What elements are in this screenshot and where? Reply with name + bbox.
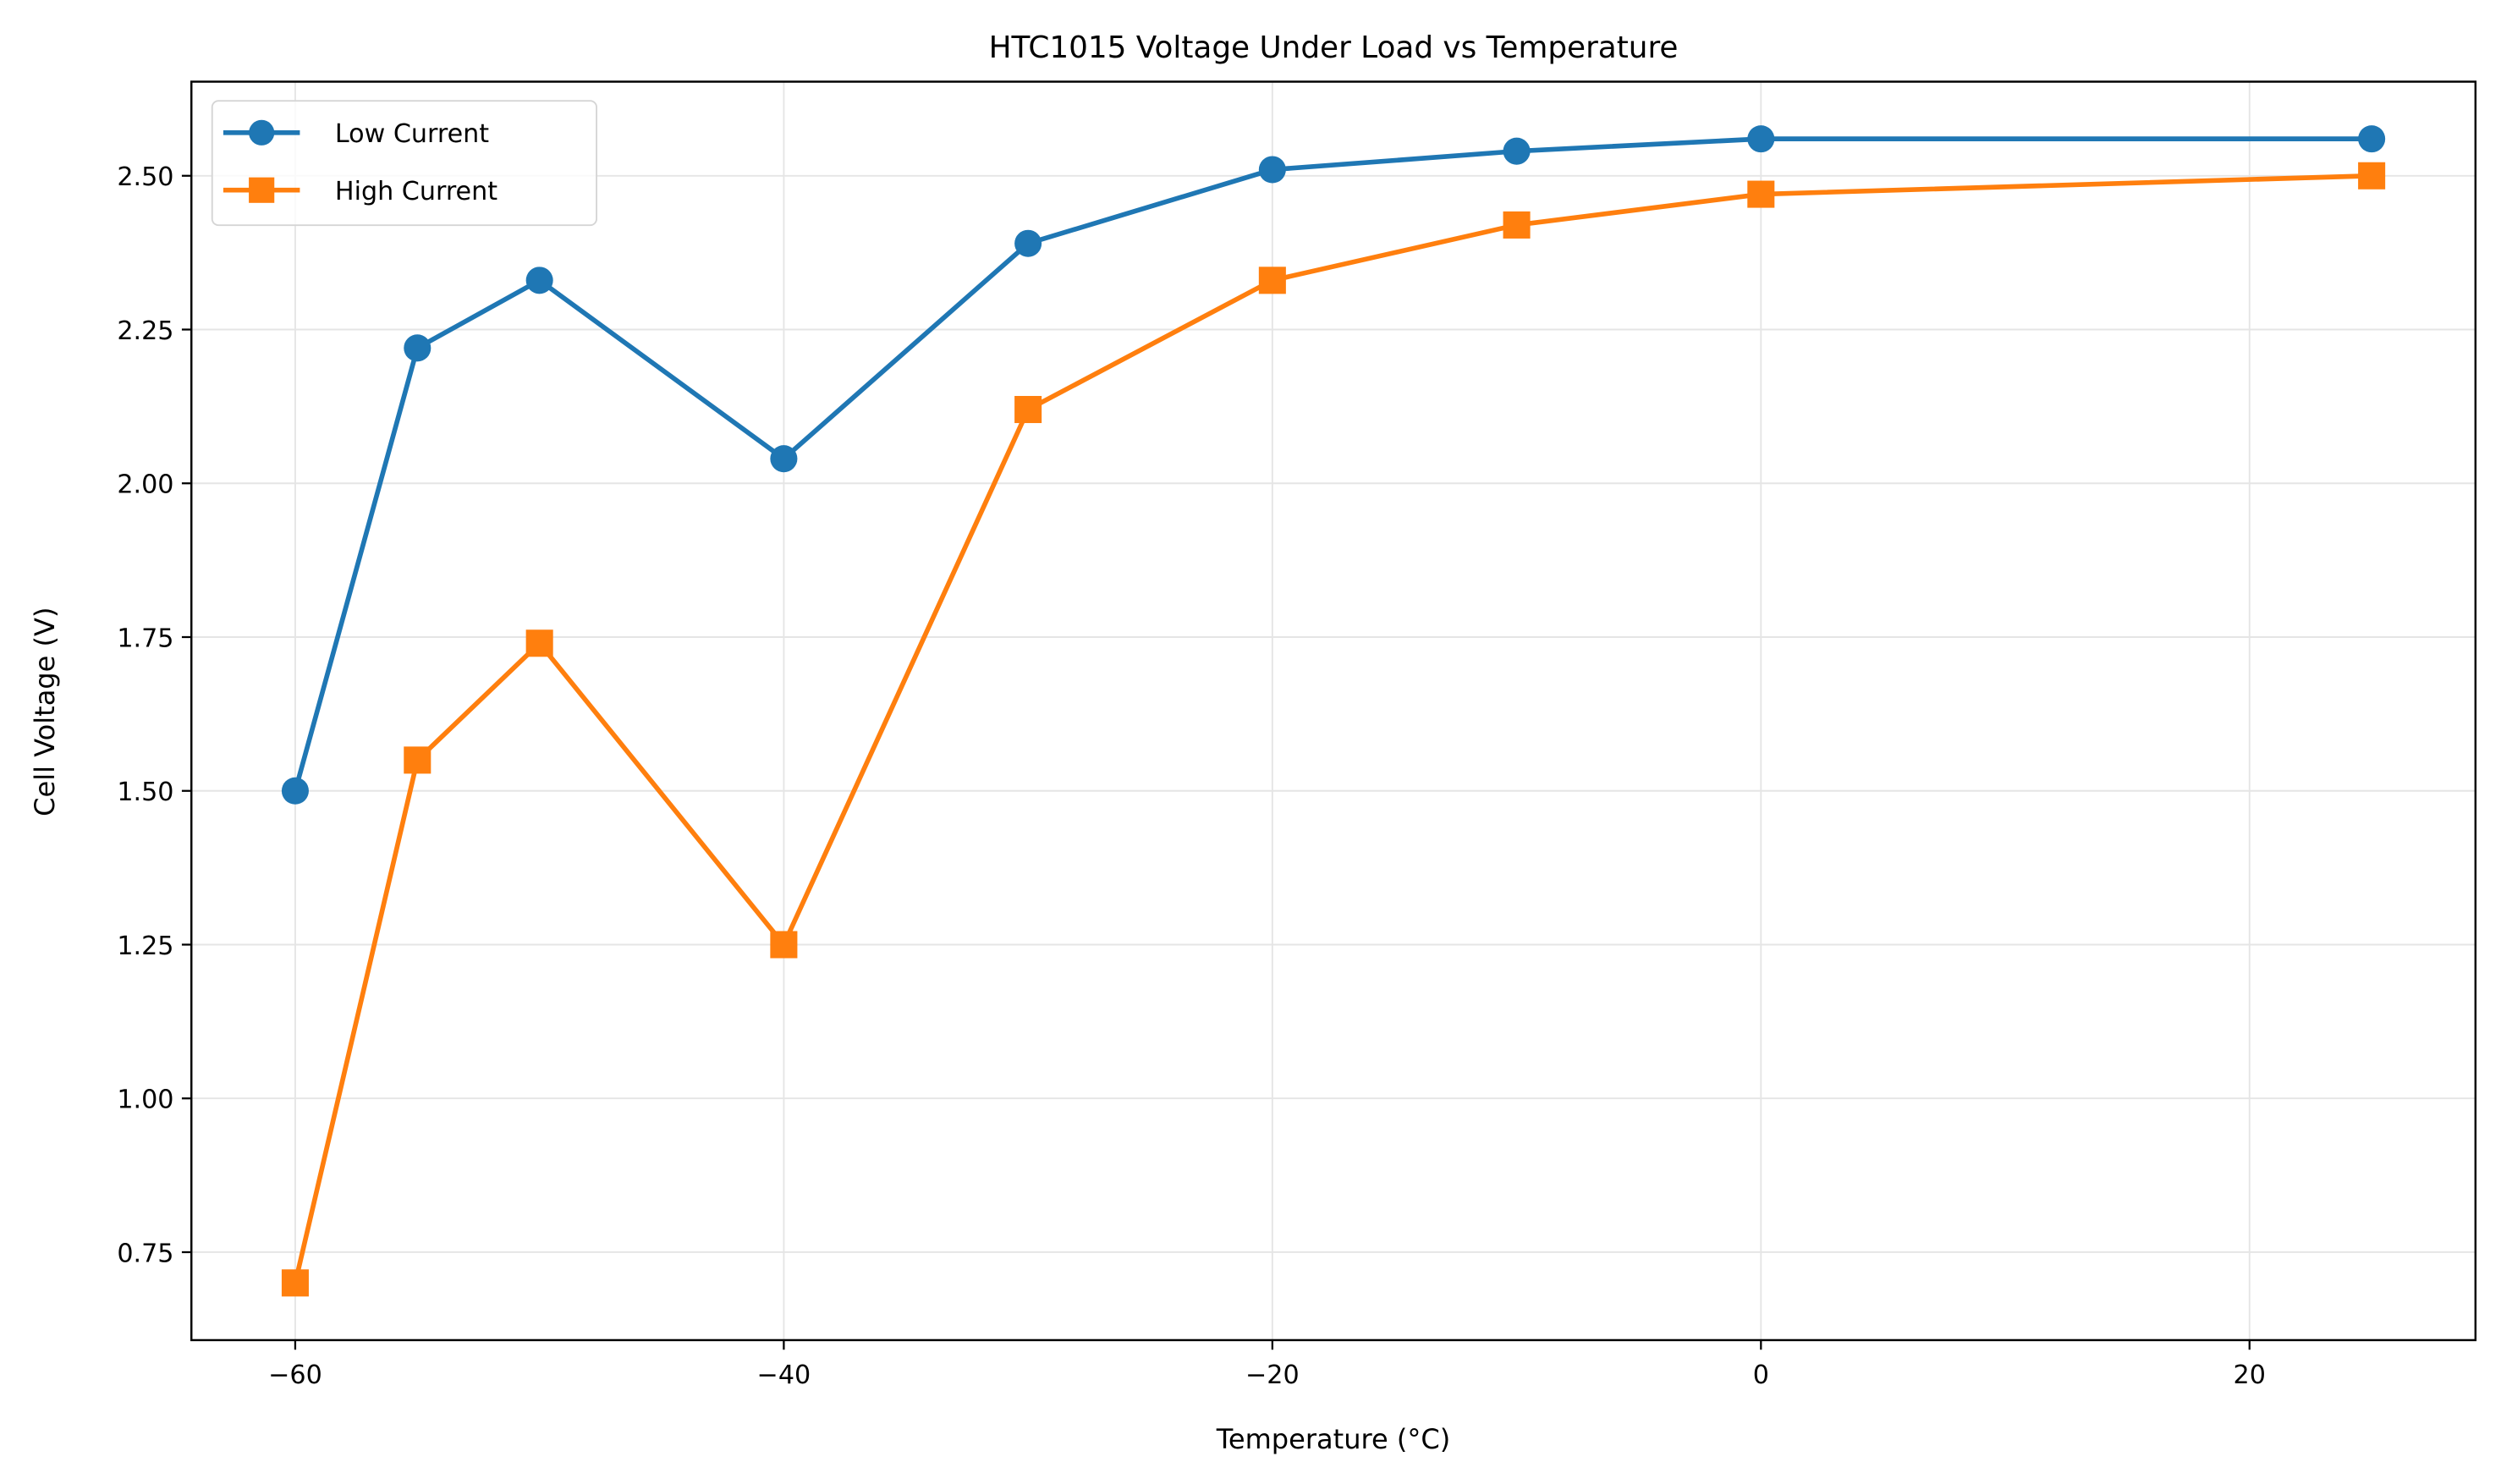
chart-title: HTC1015 Voltage Under Load vs Temperatur…	[989, 30, 1679, 65]
legend-label-high: High Current	[335, 177, 497, 206]
data-point-low	[2358, 125, 2386, 153]
y-tick-label: 1.50	[117, 778, 173, 807]
data-point-high	[770, 931, 798, 959]
y-tick-label: 2.25	[117, 316, 173, 346]
x-axis-label: Temperature (°C)	[1216, 1423, 1450, 1455]
legend-marker-high	[249, 177, 275, 203]
y-axis-label: Cell Voltage (V)	[29, 607, 61, 816]
data-point-high	[1747, 180, 1775, 208]
data-point-high	[1014, 395, 1042, 424]
data-point-low	[525, 267, 553, 294]
data-point-high	[525, 629, 553, 657]
y-tick-label: 1.00	[117, 1086, 173, 1115]
data-point-high	[404, 746, 431, 774]
data-point-high	[281, 1269, 309, 1297]
x-tick-label: −40	[757, 1360, 811, 1390]
x-tick-label: −20	[1245, 1360, 1300, 1390]
data-point-low	[1258, 156, 1286, 184]
data-point-low	[281, 777, 309, 805]
legend-marker-low	[249, 119, 275, 146]
data-point-high	[1503, 211, 1531, 239]
series-line-high	[293, 173, 2372, 1283]
plot-frame	[190, 80, 2477, 1342]
series-layer	[281, 125, 2386, 1297]
data-point-low	[770, 445, 798, 473]
y-tick-label: 1.75	[117, 624, 173, 653]
data-point-low	[1503, 137, 1531, 165]
x-tick-label: 20	[2234, 1360, 2266, 1390]
y-tick-label: 2.00	[117, 470, 173, 500]
x-tick-label: 0	[1753, 1360, 1769, 1390]
legend: Low Current High Current	[211, 100, 598, 227]
y-tick-label: 2.50	[117, 162, 173, 192]
series-line-low	[293, 136, 2372, 792]
x-tick-label: −60	[268, 1360, 322, 1390]
grid	[191, 81, 2476, 1340]
data-point-high	[2358, 162, 2386, 190]
data-point-low	[1014, 229, 1042, 257]
y-tick-label: 1.25	[117, 932, 173, 961]
data-point-low	[1747, 125, 1775, 153]
ticks: −60 −40 −20 0 20 0.75 1.00 1.25 1.50 1.75 2.00 2.25…	[117, 162, 2266, 1390]
data-point-low	[404, 334, 431, 362]
data-point-high	[1258, 267, 1286, 294]
legend-label-low: Low Current	[335, 119, 489, 149]
legend-box	[211, 100, 598, 227]
y-tick-label: 0.75	[117, 1239, 173, 1268]
